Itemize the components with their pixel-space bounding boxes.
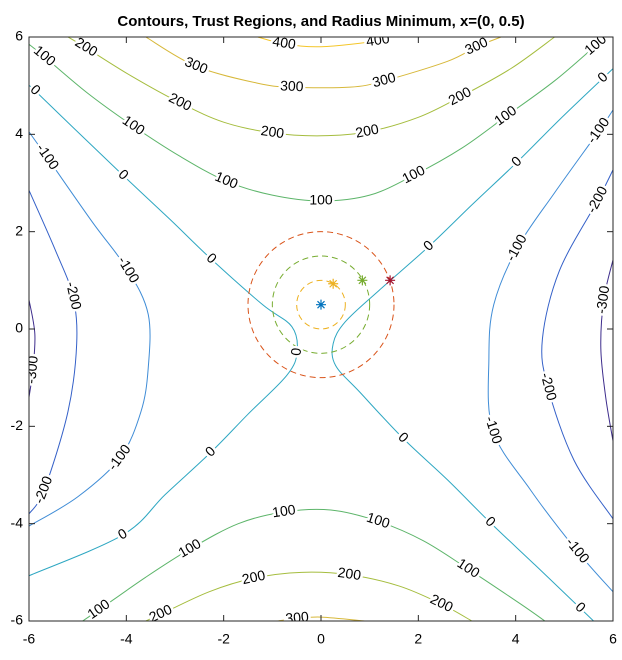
x-tick-label: -4 [120,631,133,647]
contour-line [29,131,151,527]
contour-label: 300 [285,608,310,626]
x-tick-label: -2 [217,631,230,647]
contour-line [145,571,473,621]
y-tick-label: -2 [11,417,24,433]
contour-line [145,37,502,89]
contour-label: 300 [280,77,304,94]
minimum-marker [385,275,396,286]
minimum-marker [328,278,339,289]
contour-line [29,85,298,577]
contour-label: -300 [593,284,613,314]
contour-line [29,190,78,515]
plot-area [29,37,613,621]
contour-line [277,616,365,621]
contour-line [541,169,613,520]
contour-label: 200 [260,122,286,141]
y-tick-label: -4 [11,514,24,530]
chart-title: Contours, Trust Regions, and Radius Mini… [117,13,524,30]
contour-label: 400 [365,30,391,49]
contour-line [29,299,36,398]
y-tick-label: -6 [11,612,24,628]
contour-label: 100 [309,192,333,208]
trust-region [271,255,371,354]
contour-label: -300 [22,355,41,385]
y-tick-label: 0 [15,320,23,336]
minimum-marker [357,275,368,286]
contour-line [29,37,607,202]
minimum-marker [316,299,326,310]
x-tick-label: 4 [512,631,520,647]
trust-region [247,231,395,379]
contour-label: 200 [337,564,363,583]
y-tick-label: 4 [15,125,23,141]
x-tick-label: 0 [317,631,325,647]
contour-label: 100 [271,501,297,520]
y-tick-label: 2 [15,222,23,238]
contour-line [600,259,613,442]
x-tick-label: 6 [609,631,617,647]
contour-line [82,508,546,621]
x-tick-label: -6 [23,631,36,647]
contour-line [331,68,613,621]
contour-line [67,37,555,137]
x-tick-label: 2 [414,631,422,647]
trust-region [296,279,346,330]
contour-line [487,109,613,593]
contour-line [257,37,388,48]
y-tick-label: 6 [15,28,23,44]
